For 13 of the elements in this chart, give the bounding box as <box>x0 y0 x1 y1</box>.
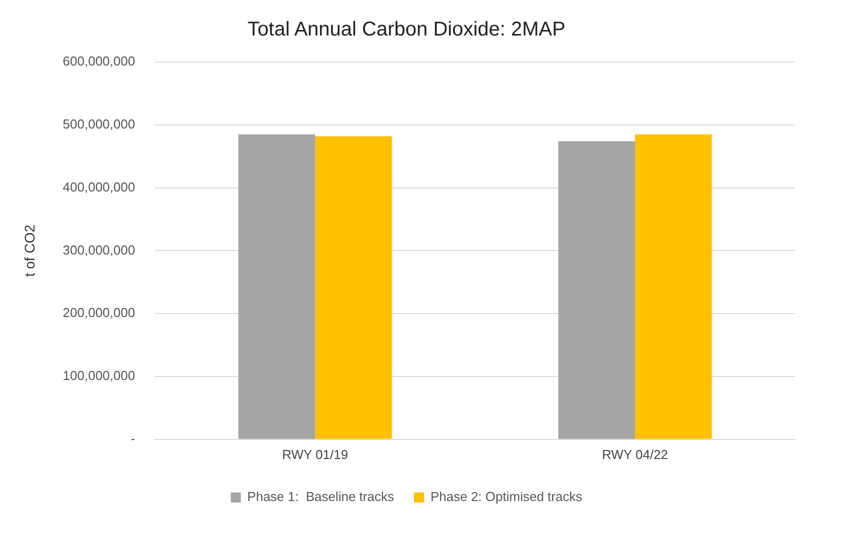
x-tick-label: RWY 04/22 <box>602 446 668 462</box>
y-tick-label: 200,000,000 <box>62 305 136 320</box>
y-tick-label: 500,000,000 <box>62 116 136 132</box>
chart-title: Total Annual Carbon Dioxide: 2MAP <box>248 18 566 41</box>
y-tick-label: 400,000,000 <box>62 179 136 194</box>
legend-label: Phase 2: Optimised tracks <box>430 489 583 504</box>
y-tick-label: 300,000,000 <box>62 242 136 258</box>
y-axis-title: t of CO2 <box>21 224 38 277</box>
y-tick-label: - <box>130 430 136 446</box>
y-tick-label: 600,000,000 <box>62 54 136 69</box>
x-tick-label: RWY 01/19 <box>282 446 348 462</box>
legend-label: Phase 1: Baseline tracks <box>247 489 394 504</box>
y-tick-label: 100,000,000 <box>62 368 136 384</box>
